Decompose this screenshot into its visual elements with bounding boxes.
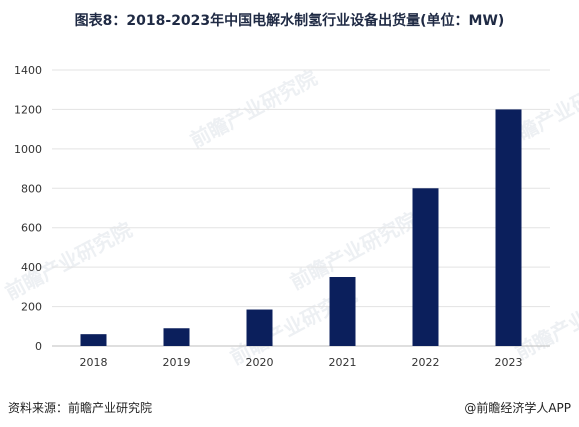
y-tick-label: 1400 [14, 64, 42, 77]
x-tick-label: 2020 [246, 356, 274, 369]
x-tick-label: 2022 [412, 356, 440, 369]
x-tick-label: 2019 [163, 356, 191, 369]
y-tick-label: 200 [21, 301, 42, 314]
bar-2019 [163, 328, 190, 346]
credit-note: @前瞻经济学人APP [464, 401, 571, 415]
bar-2023 [495, 109, 522, 346]
x-tick-label: 2021 [329, 356, 357, 369]
y-axis-ticks: 0 200 400 600 800 1000 1200 1400 [14, 64, 42, 353]
bar-2021 [329, 277, 356, 346]
watermark-group: 前瞻产业研究院 前瞻产业研究院 前瞻产业研究院 前瞻产业研究院 前瞻产业研究院 … [1, 65, 579, 369]
y-tick-label: 600 [21, 222, 42, 235]
bar-2020 [246, 309, 273, 346]
x-axis-ticks: 2018 2019 2020 2021 2022 2023 [80, 356, 523, 369]
x-tick-label: 2023 [495, 356, 523, 369]
y-tick-label: 400 [21, 261, 42, 274]
source-note: 资料来源：前瞻产业研究院 [8, 401, 153, 415]
y-tick-label: 800 [21, 182, 42, 195]
bar-2022 [412, 188, 439, 346]
grid-lines [52, 69, 550, 347]
bar-series [80, 109, 522, 346]
x-tick-label: 2018 [80, 356, 108, 369]
bar-2018 [80, 334, 107, 346]
y-tick-label: 1000 [14, 143, 42, 156]
y-tick-label: 1200 [14, 103, 42, 116]
y-tick-label: 0 [35, 340, 42, 353]
chart-title: 图表8：2018-2023年中国电解水制氢行业设备出货量(单位：MW) [74, 13, 505, 29]
